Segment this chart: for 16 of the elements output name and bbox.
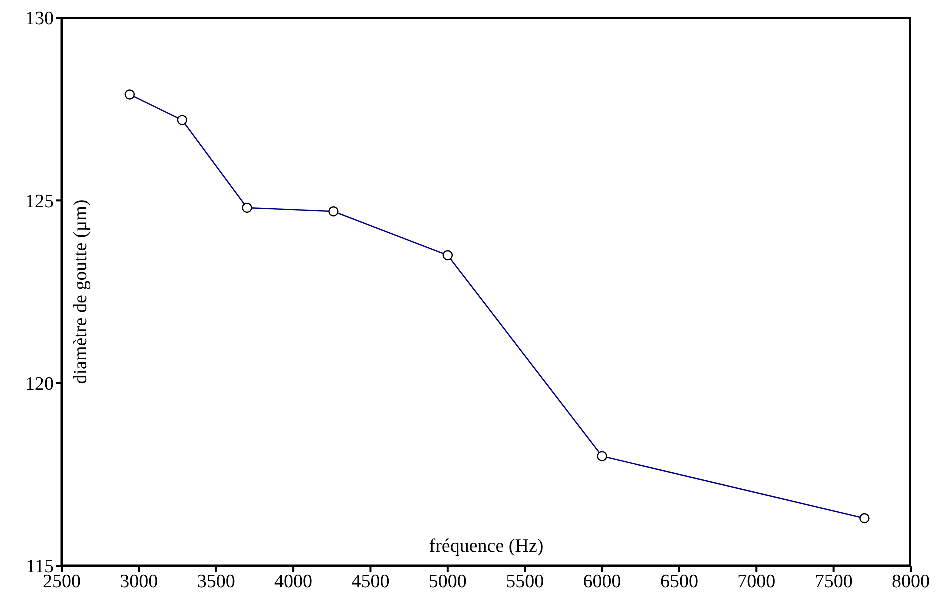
x-tick-label: 7500 [814, 571, 853, 592]
x-tick-label: 4000 [274, 571, 313, 592]
y-tick-label: 130 [26, 8, 54, 30]
y-tick-label: 120 [26, 374, 54, 396]
x-tick-label: 3500 [197, 571, 236, 592]
y-axis-title: diamètre de goutte (µm) [70, 200, 92, 384]
x-tick-label: 6500 [660, 571, 698, 592]
x-tick-label: 3000 [120, 571, 158, 592]
x-tick-label: 7000 [738, 571, 776, 592]
x-tick-label: 5000 [428, 571, 467, 592]
x-tick-label: 8000 [892, 571, 930, 592]
x-tick-label: 4500 [352, 571, 390, 592]
x-axis-title: fréquence (Hz) [429, 536, 544, 557]
x-tick-label: 6000 [583, 571, 622, 592]
x-tick-label: 5500 [506, 571, 544, 592]
y-tick-label: 125 [26, 191, 54, 212]
